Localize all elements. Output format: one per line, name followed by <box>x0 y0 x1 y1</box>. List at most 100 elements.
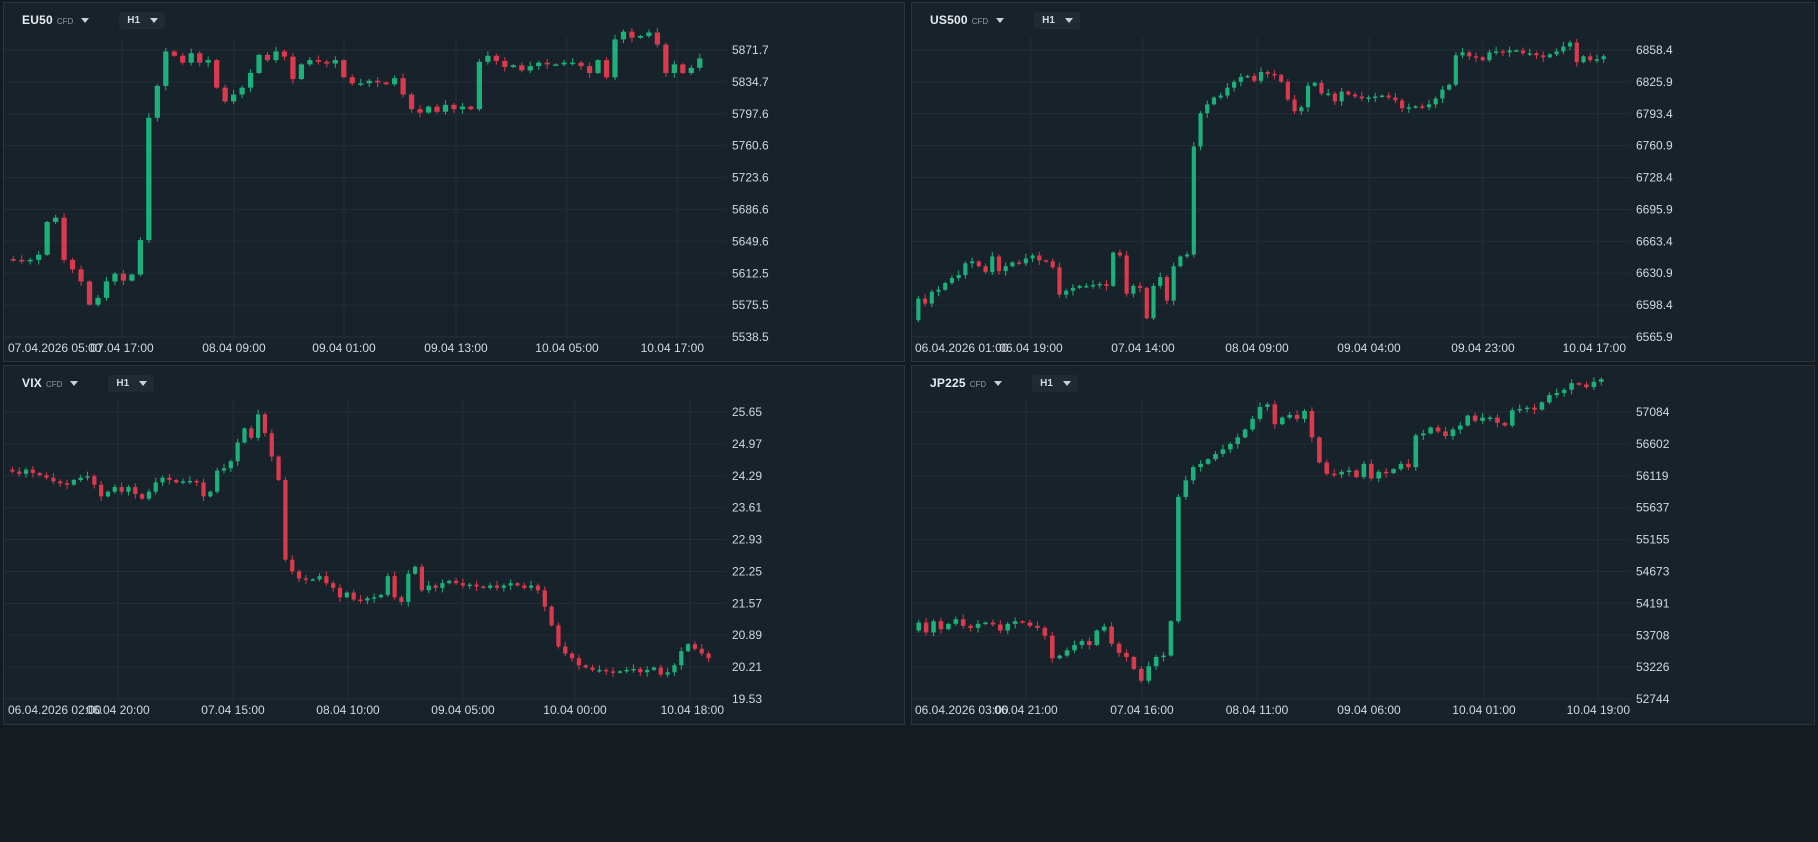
candle-body <box>262 414 268 434</box>
candle-body <box>332 60 338 64</box>
chevron-down-icon <box>996 17 1005 23</box>
y-tick-label: 55637 <box>1636 501 1670 515</box>
x-tick-label: 10.04 18:00 <box>661 703 725 717</box>
chart-panel-eu50[interactable]: EU50 CFD H1 5871.7 5834.7 5797.6 5760.6 5723… <box>3 2 905 362</box>
candle-body <box>1027 622 1033 626</box>
candle-body <box>680 64 686 73</box>
candle-up <box>1077 284 1082 289</box>
candle-up <box>1198 111 1203 151</box>
y-tick-label: 6695.9 <box>1636 202 1673 216</box>
timeframe-label: H1 <box>116 377 130 389</box>
candle-body <box>1472 415 1478 421</box>
candle-body <box>92 476 97 485</box>
candle-body <box>1020 621 1025 623</box>
x-tick-label: 06.04 21:00 <box>994 703 1058 717</box>
candle-body <box>508 583 513 586</box>
symbol-selector[interactable]: EU50 CFD <box>22 13 90 27</box>
y-tick-label: 6728.4 <box>1636 171 1673 185</box>
timeframe-selector[interactable]: H1 <box>108 374 155 392</box>
candle-body <box>956 275 961 279</box>
y-tick-label: 6565.9 <box>1636 330 1673 344</box>
candle-body <box>1050 261 1055 268</box>
candlestick-chart[interactable]: 25.65 24.97 24.29 23.61 22.93 22.25 21.57 20.89… <box>4 366 905 725</box>
candle-body <box>522 585 527 588</box>
candle-body <box>1292 99 1297 112</box>
y-tick-label: 25.65 <box>732 405 762 419</box>
candle-down <box>1057 262 1062 298</box>
candle-body <box>399 597 404 602</box>
symbol-selector[interactable]: JP225 CFD <box>930 376 1003 390</box>
candle-up <box>949 275 955 285</box>
candle-up <box>956 270 961 281</box>
candle-body <box>578 62 584 67</box>
candle-up <box>1453 52 1458 87</box>
candle-up <box>561 59 567 67</box>
candle-down <box>1435 424 1441 434</box>
candle-up <box>612 34 618 81</box>
candle-down <box>1292 94 1297 115</box>
candle-up <box>1547 53 1552 59</box>
chart-panel-us500[interactable]: US500 CFD H1 6858.4 6825.9 6793.4 6760.9 672… <box>911 2 1815 362</box>
candle-up <box>1190 465 1196 485</box>
candle-down <box>417 105 423 118</box>
candle-body <box>561 62 567 65</box>
candle-body <box>365 598 370 601</box>
y-tick-label: 5797.6 <box>732 107 769 121</box>
y-tick-label: 5723.6 <box>732 171 769 185</box>
y-tick-label: 20.89 <box>732 628 762 642</box>
candle-body <box>502 60 508 67</box>
candle-body <box>392 576 397 598</box>
candle-body <box>949 278 955 283</box>
chart-panel-jp225[interactable]: JP225 CFD H1 57084 56602 56119 55637 55155 54… <box>911 365 1815 725</box>
candle-body <box>1458 425 1463 430</box>
candle-body <box>1331 473 1337 476</box>
candle-up <box>1326 88 1331 97</box>
candle-body <box>71 479 76 485</box>
candle-body <box>1225 87 1230 96</box>
candle-body <box>205 60 211 63</box>
candle-body <box>1220 449 1226 454</box>
candle-up <box>1084 283 1089 288</box>
candle-down <box>69 257 76 274</box>
candle-up <box>651 666 657 672</box>
candle-down <box>604 667 609 676</box>
timeframe-selector[interactable]: H1 <box>1034 11 1080 29</box>
timeframe-selector[interactable]: H1 <box>1032 374 1078 392</box>
candlestick-chart[interactable]: 5871.7 5834.7 5797.6 5760.6 5723.6 5686.6 5649… <box>4 3 905 362</box>
x-tick-label: 08.04 09:00 <box>202 341 266 355</box>
candle-body <box>1326 93 1331 96</box>
candle-body <box>1601 56 1606 60</box>
candlestick-chart[interactable]: 57084 56602 56119 55637 55155 54673 54191 53708… <box>912 366 1815 725</box>
x-tick-label: 08.04 09:00 <box>1225 341 1289 355</box>
candle-body <box>23 469 29 474</box>
candle-down <box>976 260 981 268</box>
symbol-selector[interactable]: US500 CFD <box>930 13 1005 27</box>
chart-panel-vix[interactable]: VIX CFD H1 25.65 24.97 24.29 23.61 22.93 22.2… <box>3 365 905 725</box>
candle-body <box>215 470 220 492</box>
candle-down <box>315 55 321 65</box>
candle-up <box>685 642 691 653</box>
candle-up <box>112 484 117 494</box>
candle-down <box>563 641 568 657</box>
candle-down <box>139 492 145 500</box>
candle-body <box>1030 255 1035 259</box>
symbol-selector[interactable]: VIX CFD <box>22 376 79 390</box>
candle-down <box>1020 620 1025 624</box>
candle-down <box>638 666 643 677</box>
instrument-type-tag: CFD <box>969 379 987 389</box>
candle-body <box>946 623 951 630</box>
candle-body <box>1391 469 1396 474</box>
candle-down <box>453 577 459 586</box>
candle-body <box>459 106 466 110</box>
candle-up <box>936 286 941 297</box>
candle-down <box>324 571 329 587</box>
candle-body <box>1265 404 1270 407</box>
x-tick-label: 06.04 19:00 <box>999 341 1063 355</box>
candle-up <box>1153 654 1159 670</box>
candle-body <box>529 585 534 588</box>
candlestick-chart[interactable]: 6858.4 6825.9 6793.4 6760.9 6728.4 6695.9 6663… <box>912 3 1815 362</box>
candle-body <box>1111 252 1116 286</box>
timeframe-selector[interactable]: H1 <box>119 11 166 29</box>
candle-body <box>341 60 347 78</box>
candle-down <box>290 555 295 575</box>
